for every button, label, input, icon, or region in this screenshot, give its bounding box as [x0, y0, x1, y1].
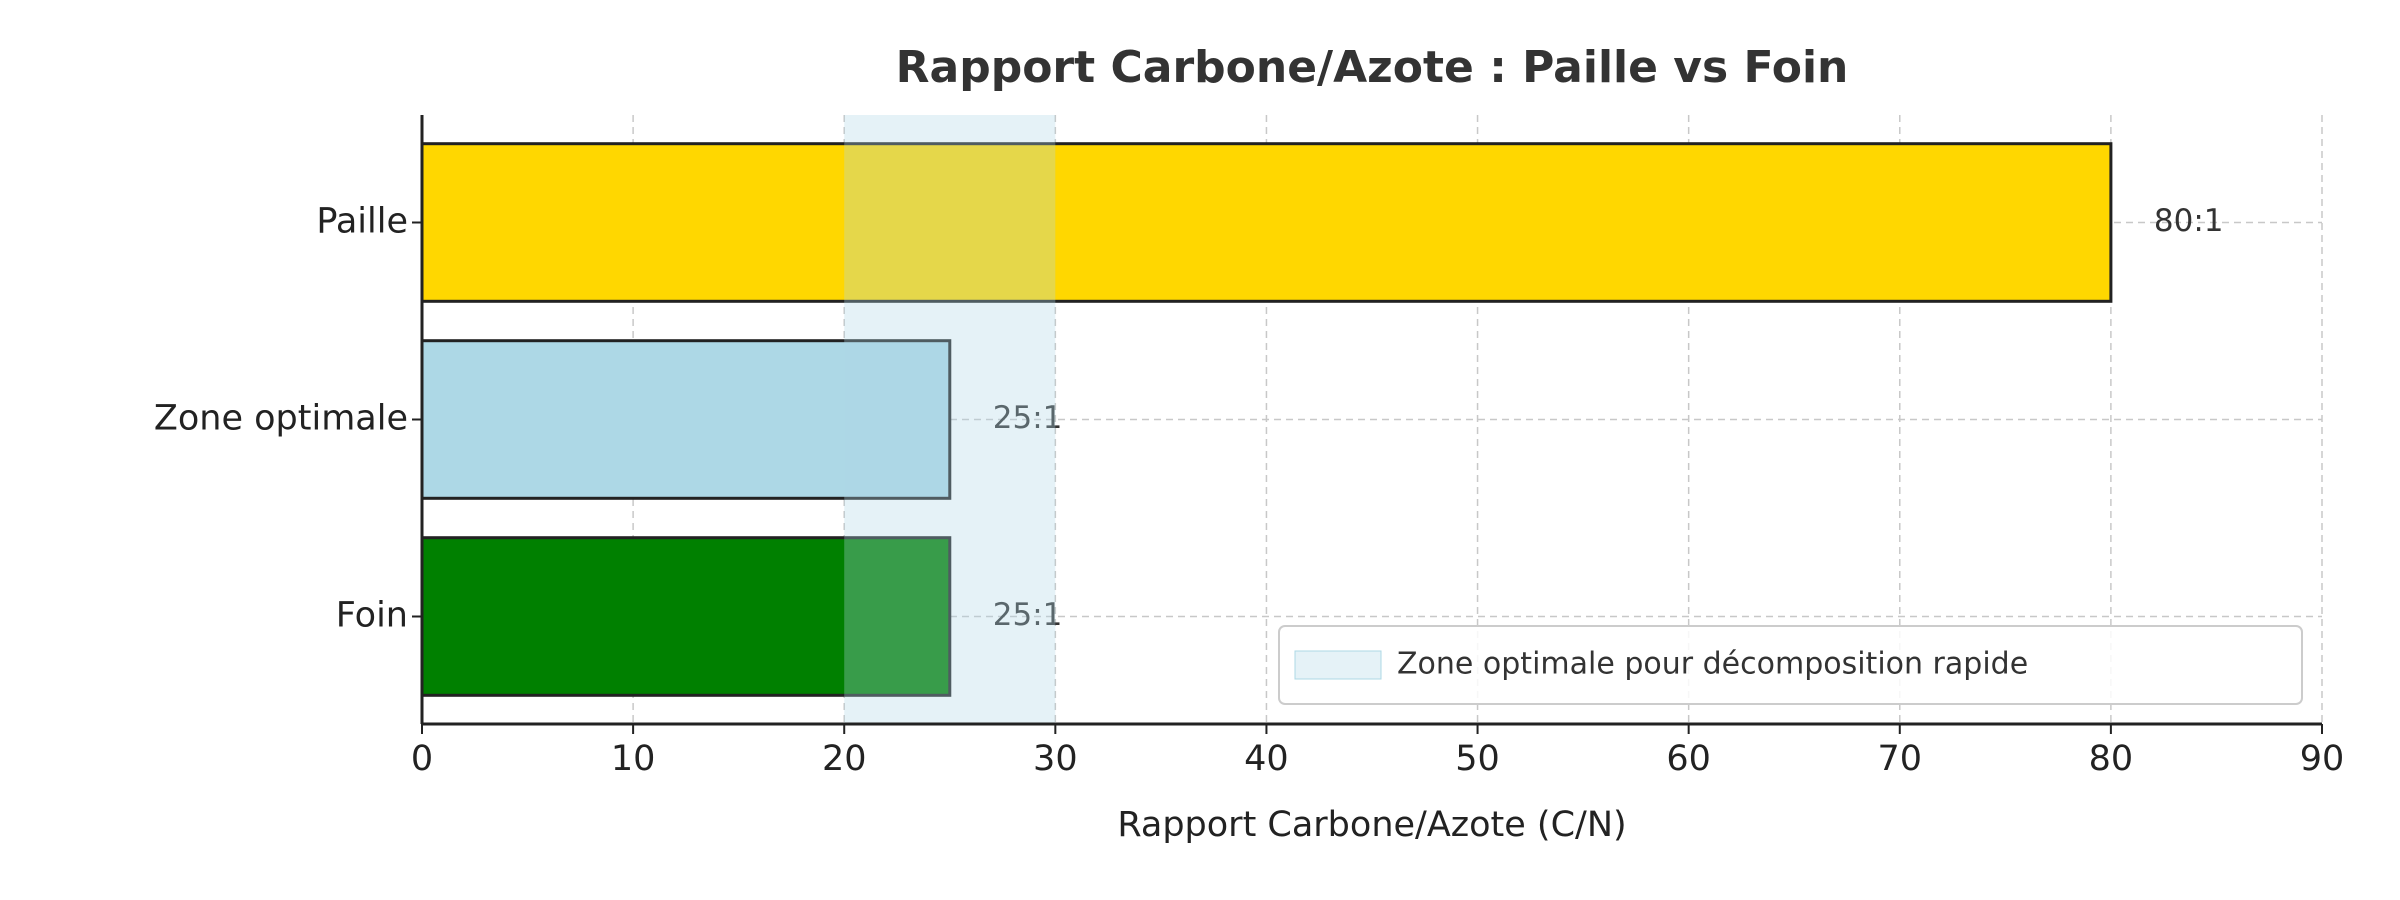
x-tick-label: 40 — [1244, 739, 1289, 779]
y-tick-label: Foin — [336, 596, 408, 636]
value-label: 25:1 — [993, 597, 1063, 633]
y-tick-label: Zone optimale — [154, 399, 408, 439]
legend-box — [1278, 625, 2303, 705]
x-tick-label: 10 — [611, 739, 656, 779]
value-label: 80:1 — [2154, 203, 2224, 239]
x-tick-label: 50 — [1455, 739, 1500, 779]
value-label: 25:1 — [993, 400, 1063, 436]
bar — [420, 339, 952, 500]
chart-title: Rapport Carbone/Azote : Paille vs Foin — [896, 42, 1849, 93]
x-tick-label: 0 — [411, 739, 433, 779]
x-tick-label: 70 — [1878, 739, 1923, 779]
bar — [420, 536, 952, 697]
x-axis-label: Rapport Carbone/Azote (C/N) — [1117, 805, 1626, 845]
x-tick-label: 20 — [822, 739, 867, 779]
legend-label: Zone optimale pour décomposition rapide — [1397, 647, 2028, 682]
shaded-span — [844, 115, 1056, 724]
y-tick-label: Paille — [316, 202, 408, 242]
x-tick-label: 60 — [1666, 739, 1711, 779]
x-tick-label: 90 — [2300, 739, 2345, 779]
x-tick-label: 80 — [2089, 739, 2134, 779]
legend-swatch — [1294, 650, 1382, 680]
x-tick-label: 30 — [1033, 739, 1078, 779]
bar — [420, 142, 2113, 303]
